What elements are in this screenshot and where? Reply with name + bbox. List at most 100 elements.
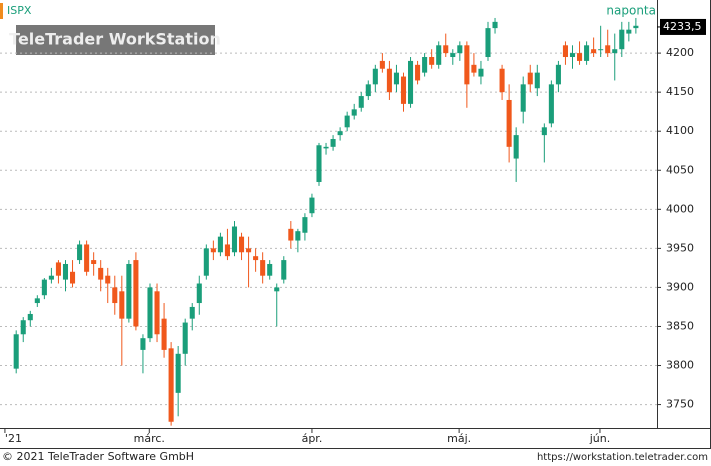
last-price-box [660,18,706,35]
candle-body [337,131,343,136]
candle-body [48,275,54,280]
symbol-marker [0,3,3,19]
y-tick-label: 3750 [666,398,694,411]
candle-body [499,68,505,93]
candle-body [584,45,590,61]
candle-body [598,49,604,51]
candle-body [415,64,421,81]
x-tick-label: '21 [5,432,22,445]
candle-body [246,248,252,253]
y-tick-label: 3850 [666,319,694,332]
candle-body [365,84,371,97]
y-tick-label: 3950 [666,241,694,254]
candle-body [119,291,125,319]
candle-body [62,263,69,280]
candle-body [238,236,245,253]
candle-body [513,135,519,159]
candle-body [217,236,223,253]
candle-body [91,260,97,264]
candle-body [224,244,230,257]
candle-body [400,76,407,104]
candle-body [393,72,399,85]
candle-body [154,291,160,335]
candle-body [140,338,146,350]
candle-body [577,53,583,61]
candle-body [295,231,301,241]
last-price-label: 4233,5 [663,20,702,33]
candle-body [182,322,188,354]
y-tick-label: 4050 [666,163,694,176]
candle-body [422,57,428,73]
y-tick-label: 4150 [666,85,694,98]
candle-body [126,263,132,319]
candle-body [69,271,76,284]
candle-body [450,53,456,58]
candle-body [210,248,216,253]
candle-body [527,72,533,85]
candle-body [267,263,273,276]
candle-body [569,53,576,58]
candle-body [13,334,19,369]
candle-body [175,353,181,393]
candle-body [161,318,167,350]
candle-body [330,139,336,147]
candle-body [351,109,357,116]
candle-body [112,287,118,304]
candle-body [274,287,280,292]
candle-body [358,96,364,108]
candle-body [41,279,47,296]
candle-body [436,45,442,65]
candle-body [84,244,90,272]
candle-body [443,45,449,54]
period: naponta [606,4,656,18]
candle-body [133,260,139,327]
x-tick-label: ápr. [302,432,323,445]
y-tick-label: 4200 [666,46,694,59]
candle-body [105,275,111,284]
candle-body [457,45,463,54]
candle-body [281,260,287,280]
candle-body [591,49,597,54]
candle-body [633,25,639,29]
candle-body [548,84,554,124]
candle-body [260,260,266,276]
x-tick-label: máj. [447,432,471,445]
candle-body [541,127,547,136]
candle-body [288,228,294,241]
candle-body [309,197,315,214]
candle-body [302,217,308,233]
symbol: ISPX [7,4,32,17]
candle-body [555,64,561,85]
candle-body [562,45,568,58]
candle-body [77,244,83,261]
candle-body [27,313,33,321]
candle-body [20,320,26,335]
candle-body [372,68,378,85]
watermark-box [16,25,215,55]
candle-body [464,45,470,85]
candle-body [534,72,540,89]
x-tick-label: márc. [134,432,165,445]
candle-body [379,60,385,69]
candle-body [196,283,202,304]
watermark: TeleTrader WorkStation [9,30,221,49]
candle-body [506,99,512,147]
candle-body [471,64,477,73]
candle-body [168,348,174,422]
candle-body [189,306,195,319]
y-tick-label: 4100 [666,124,694,137]
candle-body [253,256,259,261]
candle-body [34,298,40,304]
candle-body [55,262,61,276]
candle-body [147,287,153,339]
candle-body [408,60,414,104]
candle-body [485,28,491,58]
x-tick-label: jún. [589,432,611,445]
candle-body [323,146,329,149]
candle-body [612,49,618,54]
candle-body [344,115,350,128]
candle-body [626,29,632,34]
candle-body [386,68,392,93]
